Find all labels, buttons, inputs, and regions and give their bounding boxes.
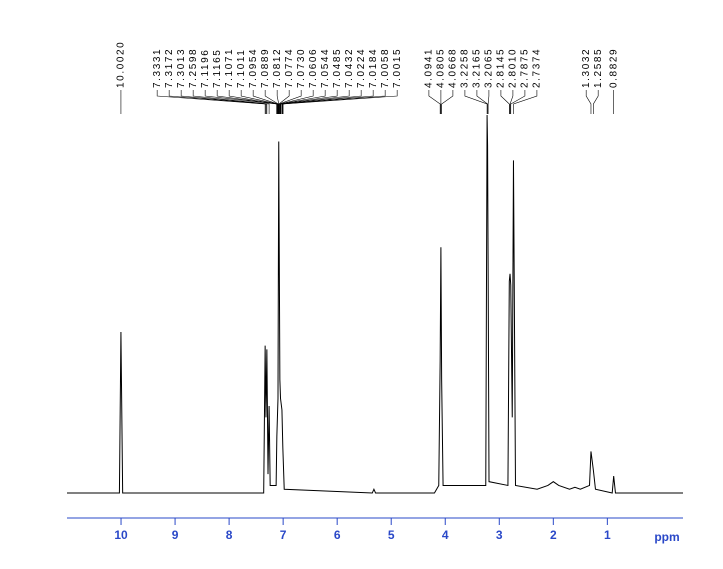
peak-label: 7.1165 [212, 49, 223, 88]
peak-connector [593, 90, 599, 114]
peak-label: 7.1011 [236, 49, 247, 88]
peak-connector [228, 90, 278, 114]
peak-label: 7.3172 [164, 48, 175, 88]
peak-label: 2.8145 [496, 48, 507, 88]
peak-connector [278, 90, 302, 114]
peak-connector [476, 90, 488, 114]
peak-connector [487, 90, 490, 114]
peak-label: 7.3013 [176, 48, 187, 88]
peak-label: 1.3032 [581, 48, 592, 88]
peak-connector [180, 90, 268, 114]
peak-label: 2.7374 [532, 48, 543, 88]
peak-label: 7.0058 [380, 48, 391, 88]
x-tick-label: 1 [604, 528, 611, 542]
peak-connector [279, 90, 326, 114]
peak-label: 7.0606 [308, 48, 319, 88]
peak-connector [216, 90, 278, 114]
peak-label: 2.8010 [508, 48, 519, 88]
x-tick-label: 10 [114, 528, 128, 542]
x-tick-label: 4 [442, 528, 449, 542]
peak-label: 4.0805 [436, 48, 447, 88]
peak-label: 7.1196 [200, 49, 211, 88]
spectrum-trace [67, 114, 683, 494]
peak-label: 10.0020 [116, 41, 127, 88]
peak-connector [279, 90, 314, 114]
peak-connector [441, 90, 454, 114]
x-tick-label: 6 [334, 528, 341, 542]
peak-connector [264, 90, 279, 114]
peak-label: 7.0432 [344, 48, 355, 88]
x-axis-label: ppm [654, 530, 679, 544]
peak-label: 7.0224 [356, 48, 367, 88]
peak-connector [464, 90, 488, 114]
peak-label: 7.0184 [368, 48, 379, 88]
peak-connector [281, 90, 374, 114]
peak-label: 7.0774 [284, 48, 295, 88]
peak-label: 7.0889 [260, 48, 271, 88]
peak-label: 4.0668 [448, 48, 459, 88]
peak-label: 3.2258 [460, 48, 471, 88]
peak-connector [252, 90, 279, 114]
peak-connector [513, 90, 538, 114]
peak-label: 7.0544 [320, 48, 331, 88]
peak-connector [168, 90, 267, 114]
x-tick-label: 9 [172, 528, 179, 542]
peak-connector [500, 90, 510, 114]
peak-label: 1.2585 [593, 48, 604, 88]
peak-connector [428, 90, 441, 114]
peak-connector [509, 90, 514, 114]
peak-connector [156, 90, 266, 114]
peak-label: 2.7875 [520, 48, 531, 88]
peak-label: 7.3331 [152, 48, 163, 88]
x-tick-label: 8 [226, 528, 233, 542]
peak-label: 7.2598 [188, 48, 199, 88]
peak-connector [510, 90, 526, 114]
peak-connector [585, 90, 592, 114]
x-tick-label: 7 [280, 528, 287, 542]
peak-label: 3.2165 [472, 48, 483, 88]
peak-label: 7.0485 [332, 48, 343, 88]
x-tick-label: 2 [550, 528, 557, 542]
peak-connector [240, 90, 278, 114]
x-tick-label: 3 [496, 528, 503, 542]
peak-label: 7.0730 [296, 48, 307, 88]
peak-label: 7.0015 [392, 48, 403, 88]
peak-connector [282, 90, 398, 114]
x-tick-label: 5 [388, 528, 395, 542]
peak-label: 7.0812 [272, 48, 283, 88]
peak-connector [280, 90, 350, 114]
peak-connector [192, 90, 270, 114]
peak-label: 7.0954 [248, 48, 259, 88]
peak-label: 0.8829 [608, 48, 619, 88]
peak-label: 4.0941 [424, 48, 435, 88]
peak-label: 3.2065 [484, 48, 495, 88]
peak-label: 7.1071 [224, 48, 235, 88]
